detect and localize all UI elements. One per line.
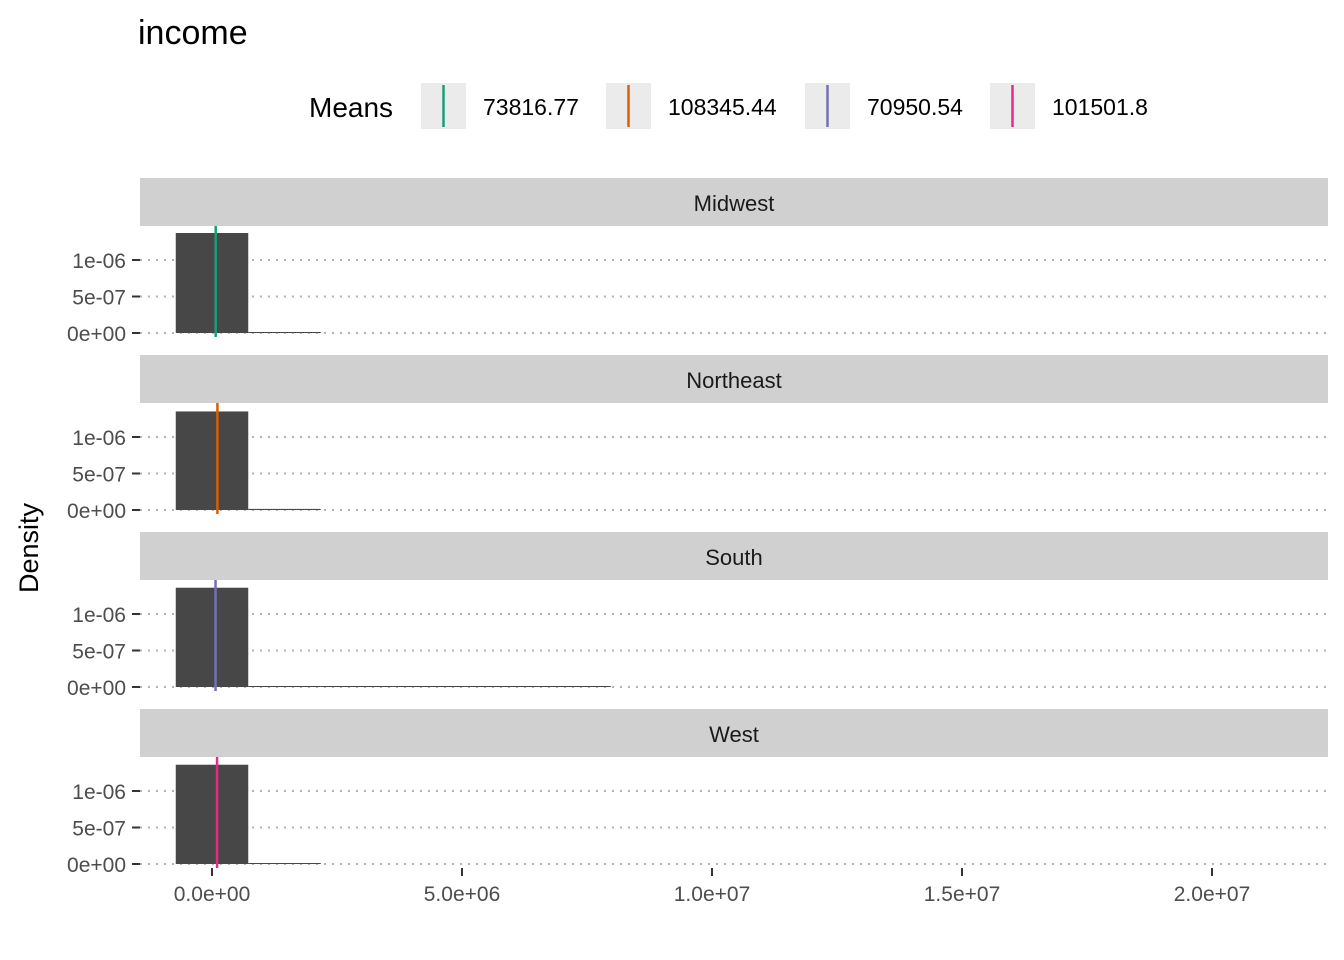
histogram-bar	[248, 508, 321, 510]
facet-strip	[140, 532, 1328, 580]
legend-label: 73816.77	[483, 94, 579, 120]
facet-panel-south: South 0e+00 5e-07 1e-06	[67, 532, 1328, 700]
facet-strip	[140, 709, 1328, 757]
histogram-bar	[393, 686, 466, 687]
x-tick-label: 0.0e+00	[174, 883, 251, 906]
y-tick-label: 0e+00	[67, 677, 126, 700]
facet-strip-label: Midwest	[694, 191, 775, 216]
y-tick-label: 5e-07	[72, 464, 126, 487]
histogram-bar	[175, 232, 249, 333]
x-tick-label: 2.0e+07	[1174, 883, 1251, 906]
histogram-bar	[465, 686, 539, 687]
y-tick-label: 1e-06	[72, 604, 126, 627]
histogram-bar	[248, 686, 321, 687]
y-tick-label: 5e-07	[72, 818, 126, 841]
y-tick-label: 0e+00	[67, 323, 126, 346]
x-tick-label: 1.0e+07	[674, 883, 751, 906]
facet-strip-label: West	[709, 722, 759, 747]
facet-strip	[140, 178, 1328, 226]
y-tick-label: 1e-06	[72, 250, 126, 273]
facet-strip-label: South	[705, 545, 763, 570]
histogram-bar	[248, 332, 321, 333]
histogram-bar	[175, 764, 249, 864]
legend-label: 70950.54	[867, 94, 963, 120]
histogram-bar	[175, 587, 249, 687]
x-tick-label: 5.0e+06	[424, 883, 501, 906]
facet-panel-midwest: Midwest 0e+00 5e-07 1e-06	[67, 178, 1328, 346]
y-tick-label: 1e-06	[72, 427, 126, 450]
facet-strip	[140, 355, 1328, 403]
y-axis-title: Density	[14, 502, 44, 593]
legend: Means 73816.77 108345.44 70950.54 101501.8	[309, 83, 1148, 129]
legend-label: 108345.44	[668, 94, 777, 120]
y-tick-label: 5e-07	[72, 641, 126, 664]
histogram-bar	[320, 686, 394, 687]
legend-label: 101501.8	[1052, 94, 1148, 120]
x-axis: 0.0e+00 5.0e+06 1.0e+07 1.5e+07 2.0e+07	[174, 868, 1251, 906]
histogram-bar	[248, 863, 321, 864]
y-tick-label: 5e-07	[72, 287, 126, 310]
x-tick-label: 1.5e+07	[924, 883, 1001, 906]
y-tick-label: 1e-06	[72, 781, 126, 804]
histogram-bar	[175, 411, 249, 510]
legend-title: Means	[309, 92, 393, 123]
y-tick-label: 0e+00	[67, 500, 126, 523]
histogram-bar	[538, 686, 611, 687]
facet-panel-northeast: Northeast 0e+00 5e-07 1e-06	[67, 355, 1328, 523]
facet-panels: Midwest 0e+00 5e-07 1e-06 Northeast 0e+00 5e-0…	[67, 178, 1328, 877]
chart-title: income	[138, 14, 248, 52]
facet-strip-label: Northeast	[686, 368, 781, 393]
y-tick-label: 0e+00	[67, 854, 126, 877]
facet-panel-west: West 0e+00 5e-07 1e-06	[67, 709, 1328, 877]
